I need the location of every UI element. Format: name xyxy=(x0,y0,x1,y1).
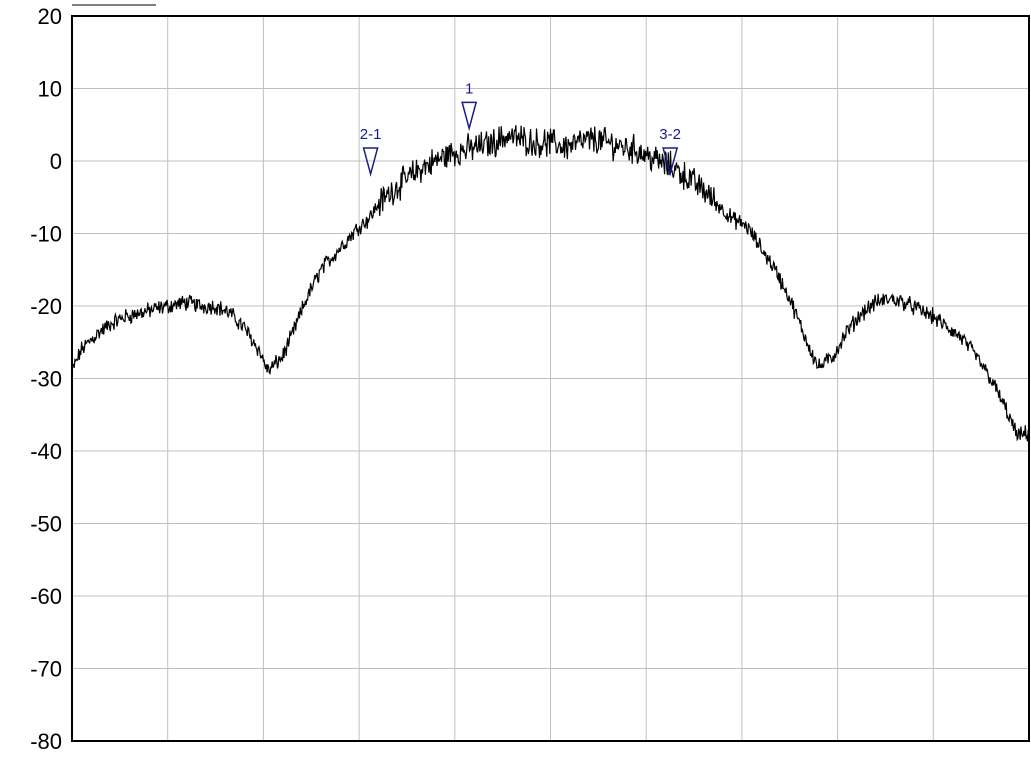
plot-frame xyxy=(71,15,1030,742)
marker-3-2[interactable]: 3-2 xyxy=(659,126,681,177)
y-tick-label: -20 xyxy=(30,294,62,319)
marker-2-1[interactable]: 2-1 xyxy=(360,126,382,177)
y-tick-label: -50 xyxy=(30,512,62,537)
y-tick-label: 10 xyxy=(38,77,62,102)
grid-lines xyxy=(72,16,1029,741)
y-axis-tick-labels: 20 10 0 -10 -20 -30 -40 -50 -60 -70 -80 xyxy=(30,4,62,754)
marker-1[interactable]: 1 xyxy=(461,80,478,132)
trace-line xyxy=(71,125,1030,442)
y-tick-label: -30 xyxy=(30,367,62,392)
y-tick-label: 20 xyxy=(38,4,62,29)
markers: 1 2-1 3-2 xyxy=(360,80,681,177)
y-tick-label: -60 xyxy=(30,584,62,609)
y-tick-label: 0 xyxy=(50,149,62,174)
y-tick-label: -80 xyxy=(30,729,62,754)
marker-label: 3-2 xyxy=(659,126,681,143)
y-tick-label: -70 xyxy=(30,657,62,682)
marker-triangle-icon xyxy=(662,147,679,177)
marker-triangle-icon xyxy=(461,101,478,132)
marker-label: 1 xyxy=(465,80,473,97)
y-tick-label: -40 xyxy=(30,439,62,464)
y-tick-label: -10 xyxy=(30,222,62,247)
marker-label: 2-1 xyxy=(360,126,382,143)
marker-triangle-icon xyxy=(362,147,379,177)
